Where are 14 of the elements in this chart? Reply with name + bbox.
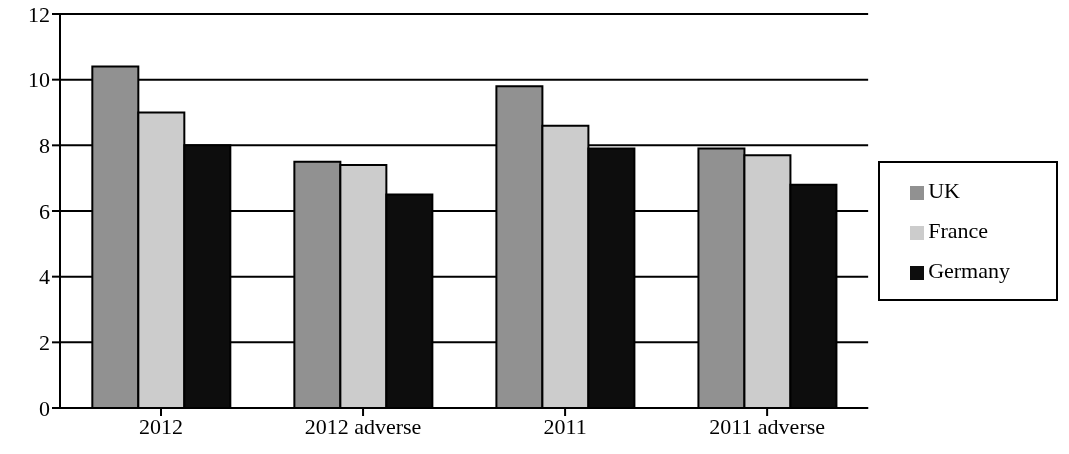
y-tick-label: 4 (39, 264, 50, 290)
x-tick-label: 2012 adverse (304, 413, 422, 439)
y-tick-label: 0 (39, 395, 50, 421)
x-tick-label: 2011 (543, 413, 587, 439)
x-tick-label: 2011 adverse (709, 413, 826, 439)
y-tick-label: 12 (28, 1, 50, 27)
x-tick-label: 2012 (139, 413, 184, 439)
legend-label: UK (928, 178, 960, 203)
y-tick-label: 6 (39, 198, 50, 224)
legend-label: Germany (928, 258, 1010, 283)
y-tick-label: 2 (39, 330, 50, 356)
y-tick-label: 10 (28, 67, 50, 93)
y-tick-label: 8 (39, 133, 50, 159)
legend-label: France (928, 218, 988, 243)
